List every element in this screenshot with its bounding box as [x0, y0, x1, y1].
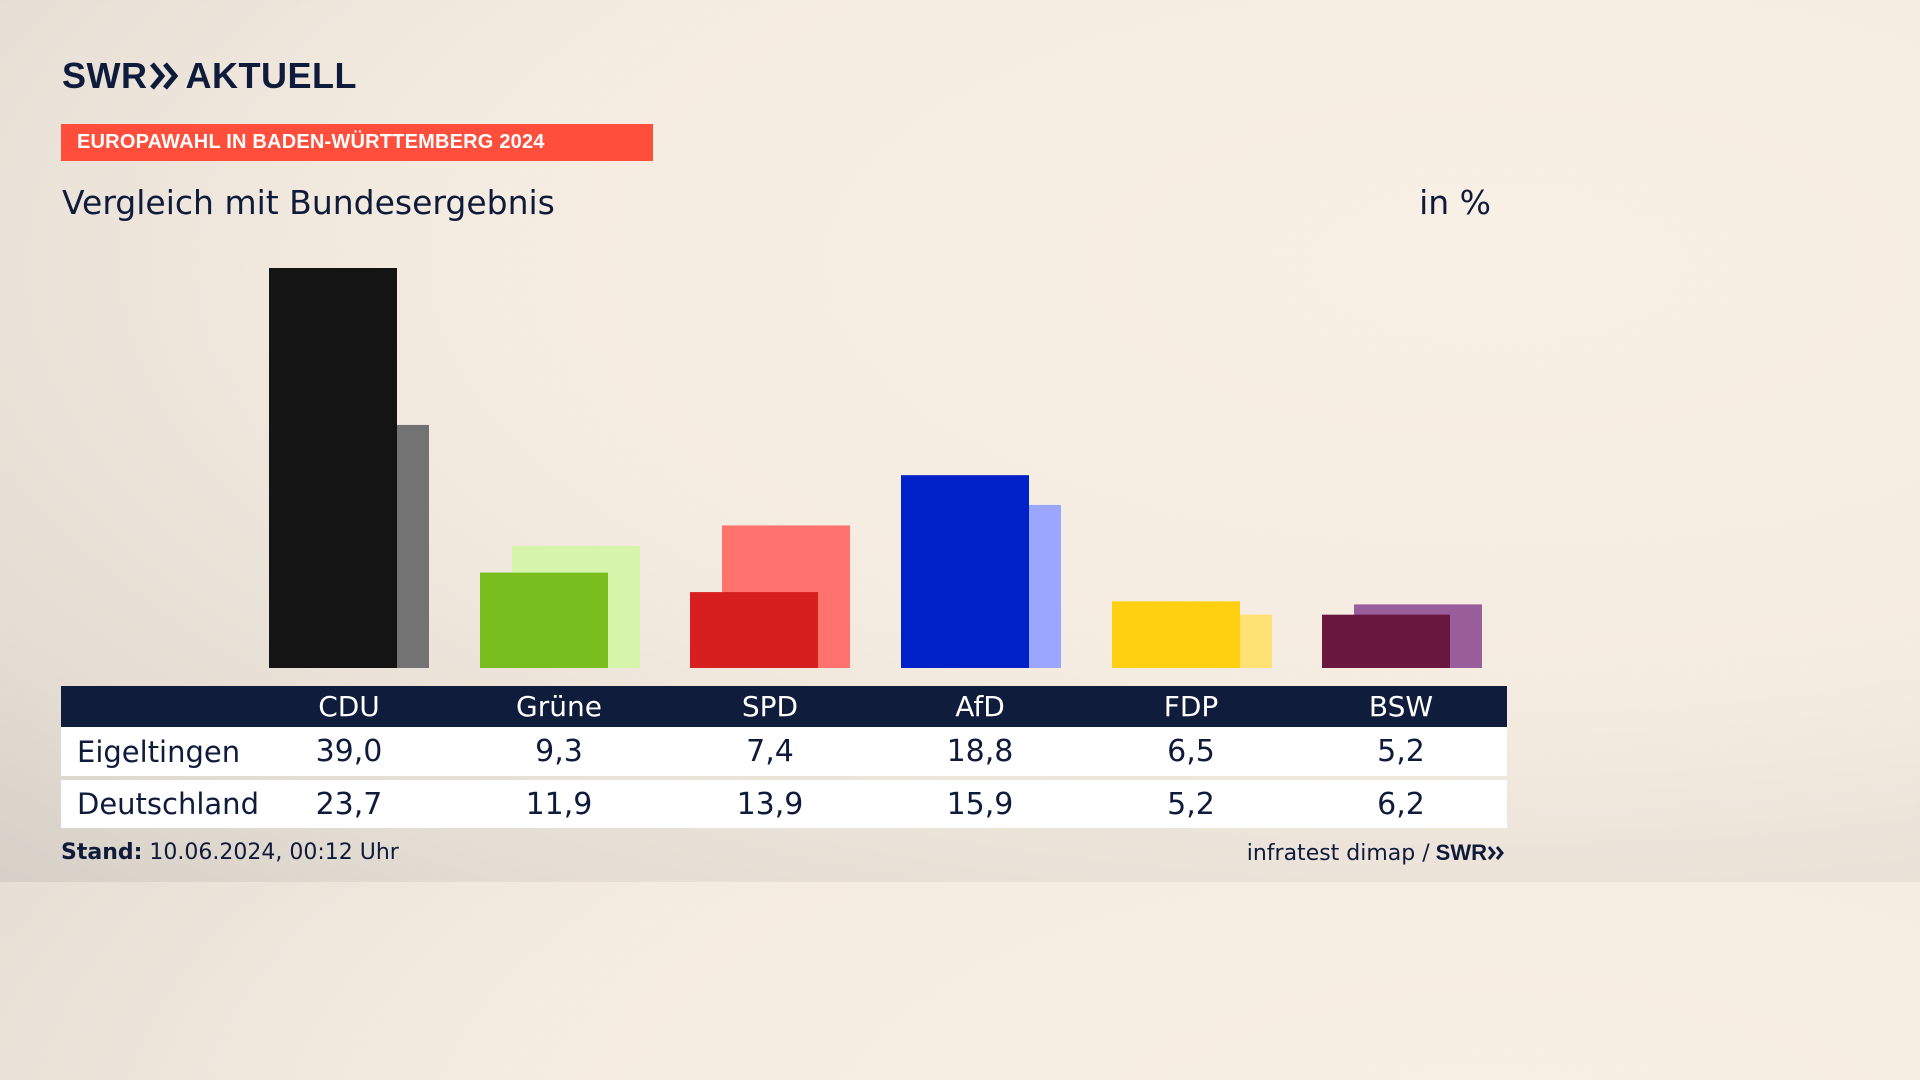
- table-header-cell: BSW: [1368, 690, 1434, 723]
- results-table: CDU Grüne SPD AfD FDP BSW Eigeltingen 39,0 9,3 7…: [61, 686, 1507, 828]
- chart-subtitle: Vergleich mit Bundesergebnis: [62, 183, 555, 222]
- table-cell: 15,9: [946, 786, 1014, 822]
- row-label: Eigeltingen: [77, 734, 241, 769]
- bar-eigeltingen-grüne: [480, 572, 608, 668]
- table-cell: 6,2: [1377, 786, 1425, 822]
- source-text: infratest dimap /: [1246, 840, 1430, 866]
- stand-value: 10.06.2024, 00:12 Uhr: [149, 840, 399, 865]
- footer-stand: Stand: 10.06.2024, 00:12 Uhr: [61, 840, 399, 865]
- table-header-cell: FDP: [1163, 690, 1219, 723]
- stand-label: Stand:: [61, 840, 143, 865]
- source-logo: SWR: [1435, 840, 1487, 865]
- bar-eigeltingen-cdu: [269, 268, 397, 668]
- table-cell: 9,3: [535, 734, 583, 769]
- logo-text-swr: SWR: [62, 55, 148, 96]
- table-row: Deutschland 23,7 11,9 13,9 15,9 5,2 6,2: [61, 780, 1507, 828]
- table-cell: 18,8: [946, 734, 1014, 769]
- table-cell: 5,2: [1167, 786, 1215, 822]
- table-cell: 39,0: [315, 734, 383, 769]
- unit-label: in %: [1419, 183, 1491, 222]
- row-label: Deutschland: [77, 787, 259, 821]
- table-row: Eigeltingen 39,0 9,3 7,4 18,8 6,5 5,2: [61, 727, 1507, 776]
- table-header-cell: AfD: [955, 690, 1005, 723]
- footer-source: infratest dimap / SWR: [1247, 840, 1506, 866]
- table-header-cell: Grüne: [516, 690, 602, 723]
- table-cell: 6,5: [1167, 734, 1215, 769]
- logo-text-aktuell: AKTUELL: [185, 55, 357, 96]
- double-chevron-icon: [1488, 846, 1504, 860]
- double-chevron-icon: [149, 62, 178, 90]
- table-header-cell: SPD: [741, 690, 799, 723]
- bar-eigeltingen-bsw: [1322, 614, 1450, 668]
- bar-eigeltingen-afd: [901, 475, 1029, 668]
- table-header: CDU Grüne SPD AfD FDP BSW: [61, 686, 1507, 727]
- bar-eigeltingen-fdp: [1112, 601, 1240, 668]
- table-cell: 11,9: [525, 786, 593, 822]
- table-cell: 7,4: [746, 734, 794, 769]
- bar-eigeltingen-spd: [690, 592, 818, 668]
- table-cell: 13,9: [736, 786, 804, 822]
- table-header-cell: CDU: [318, 690, 380, 723]
- banner-text: EUROPAWAHL IN BADEN-WÜRTTEMBERG 2024: [77, 131, 545, 153]
- swr-aktuell-logo: SWR AKTUELL: [62, 56, 357, 96]
- bar-chart: [269, 268, 1482, 668]
- election-banner: EUROPAWAHL IN BADEN-WÜRTTEMBERG 2024: [61, 124, 653, 161]
- table-cell: 5,2: [1377, 734, 1425, 769]
- table-cell: 23,7: [315, 786, 383, 822]
